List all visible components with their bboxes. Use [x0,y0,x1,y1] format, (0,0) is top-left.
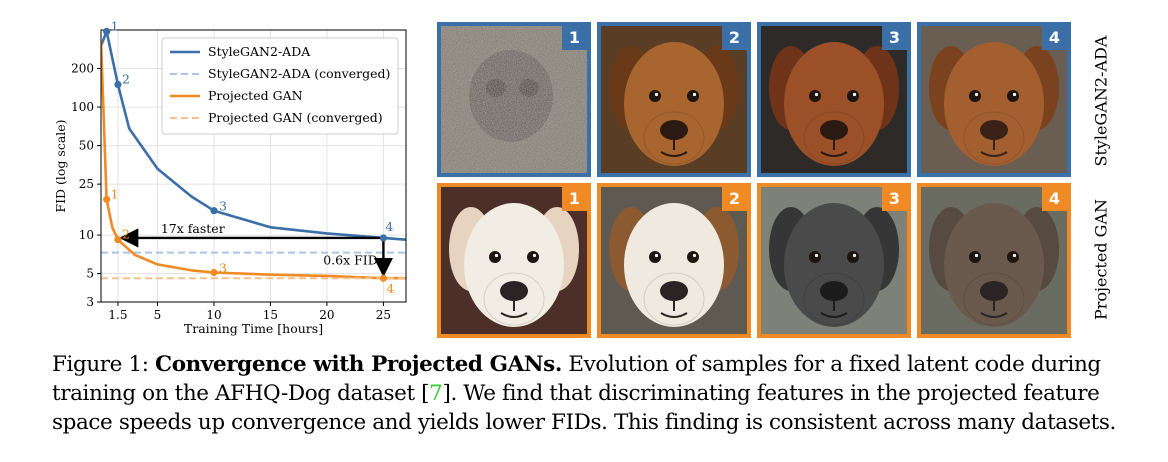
series-line [101,30,406,241]
y-tick-label: 50 [79,139,94,153]
x-tick-label: 1.5 [108,308,127,322]
y-tick-label: 100 [71,100,94,114]
y-tick-label: 10 [79,228,94,242]
tile-number-badge: 1 [562,187,587,211]
projected-sample-tile: 3 [757,183,911,338]
y-tick-label: 5 [86,267,94,281]
stylegan-sample-tile: 3 [757,22,911,177]
projected-sample-tile: 1 [437,183,591,338]
annotation-17x-faster: 17x faster [161,221,225,236]
x-axis-label: Training Time [hours] [184,321,323,336]
stylegan-sample-tile: 1 [437,22,591,177]
y-tick-label: 3 [86,295,94,309]
series-line [101,40,406,280]
dog-image [929,203,1059,327]
marker-label: 2 [122,227,130,242]
legend-box [161,37,399,135]
series-marker [210,207,218,215]
legend-label: StyleGAN2-ADA (converged) [208,66,390,81]
x-tick-label: 5 [154,308,162,322]
annotation-0-6x-fid: 0.6x FID [323,252,378,267]
x-tick-label: 10 [206,308,221,322]
marker-label: 2 [122,72,130,87]
figure-caption: Figure 1: Convergence with Projected GAN… [52,350,1122,437]
marker-label: 3 [219,261,227,276]
series-marker [103,27,111,36]
y-tick-label: 200 [71,62,94,76]
dog-image [441,26,587,173]
tile-number-badge: 4 [1042,187,1067,211]
dog-image [769,203,899,327]
dog-image [609,203,739,327]
row-label-stylegan: StyleGAN2-ADA [1091,35,1111,167]
series-marker [114,236,122,244]
x-tick-label: 25 [376,308,391,322]
marker-label: 4 [386,281,394,296]
legend-label: StyleGAN2-ADA [208,44,311,59]
y-axis-label: FID (log scale) [53,119,68,212]
y-tick-label: 25 [79,177,94,191]
legend-label: Projected GAN [208,88,303,103]
stylegan-sample-tile: 2 [597,22,751,177]
tile-number-badge: 2 [722,187,747,211]
series-marker [210,268,218,277]
tile-number-badge: 1 [562,26,587,50]
tile-number-badge: 4 [1042,26,1067,50]
row-label-projected: Projected GAN [1091,199,1111,320]
series-marker [114,80,122,89]
caption-bold: Convergence with Projected GANs. [155,352,562,377]
series-marker [103,195,111,203]
dog-image [929,42,1059,166]
tile-number-badge: 2 [722,26,747,50]
dog-image [449,203,579,327]
projected-sample-tile: 2 [597,183,751,338]
stylegan-sample-tile: 4 [917,22,1071,177]
caption-prefix: Figure 1: [52,352,155,377]
dog-image [769,42,899,166]
marker-label: 4 [385,219,393,234]
legend-label: Projected GAN (converged) [208,110,383,125]
series-marker [379,234,388,242]
x-tick-label: 20 [319,308,334,322]
marker-label: 1 [111,18,119,33]
x-tick-label: 15 [263,308,278,322]
caption-text1: Evolution of samples for a fixed latent … [52,352,1101,406]
caption-text2: ]. We find that discriminating features … [52,381,1116,435]
tile-number-badge: 3 [882,187,907,211]
series-marker [379,274,388,282]
marker-label: 3 [219,199,227,214]
marker-label: 1 [111,186,119,201]
tile-number-badge: 3 [882,26,907,50]
dog-image [609,42,739,166]
axes-frame [100,29,407,303]
series-group [101,30,406,280]
projected-sample-tile: 4 [917,183,1071,338]
caption-citation[interactable]: 7 [429,381,443,406]
fid-chart: 1.5 5 10 15 20 25 3 5 10 25 50 100 200 Training Time … [53,18,407,336]
